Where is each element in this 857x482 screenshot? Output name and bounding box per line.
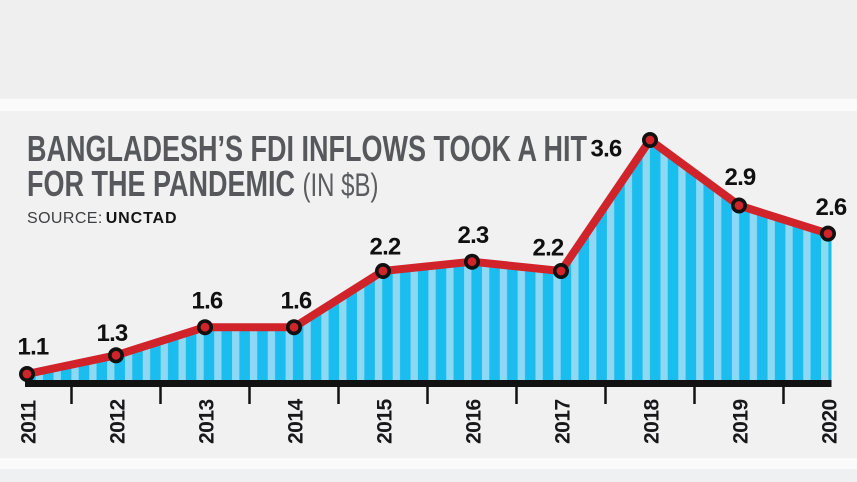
chart-title: BANGLADESH’S FDI INFLOWS TOOK A HIT FOR … (27, 131, 587, 203)
x-axis-line (25, 380, 832, 387)
chart-title-line2: FOR THE PANDEMIC (IN $B) (27, 166, 587, 203)
page-divider-bottom (0, 458, 857, 469)
data-point-marker (18, 365, 35, 382)
trend-line (23, 136, 832, 378)
data-point-marker (285, 319, 302, 336)
year-label: 2014 (285, 398, 308, 444)
value-label: 2.6 (816, 194, 847, 221)
year-label: 2020 (819, 399, 842, 444)
value-label: 2.2 (370, 234, 401, 261)
chart-title-line1: BANGLADESH’S FDI INFLOWS TOOK A HIT (27, 128, 587, 169)
data-point-marker (641, 132, 658, 149)
data-point-marker (730, 197, 747, 214)
year-label: 2017 (552, 399, 575, 444)
value-label: 2.2 (533, 235, 564, 262)
page-bottom-strip (0, 469, 857, 482)
value-label: 1.6 (281, 288, 312, 315)
data-point-marker (552, 262, 569, 279)
chart-title-line2-text: FOR THE PANDEMIC (27, 163, 295, 204)
year-label: 2019 (730, 399, 753, 444)
year-label: 2015 (374, 398, 397, 444)
value-label: 2.9 (725, 164, 756, 191)
year-label: 2012 (107, 399, 130, 444)
value-label: 2.3 (458, 222, 489, 249)
source-label: SOURCE: (27, 210, 103, 227)
data-point-marker (463, 253, 480, 270)
chart-source: SOURCE: UNCTAD (27, 210, 774, 228)
value-label: 3.6 (591, 136, 622, 163)
chart-header: BANGLADESH’S FDI INFLOWS TOOK A HIT FOR … (27, 131, 774, 228)
value-label: 1.1 (18, 334, 49, 361)
year-label: 2016 (463, 399, 486, 444)
area-fill (27, 140, 832, 384)
data-point-marker (819, 225, 836, 242)
data-point-marker (108, 347, 125, 364)
data-point-marker (374, 262, 391, 279)
page-top-strip (0, 0, 857, 99)
chart-title-unit: (IN $B) (302, 167, 379, 203)
source-value: UNCTAD (105, 210, 178, 227)
data-point-marker (197, 319, 214, 336)
chart-layers: 1.1 1.3 1.6 1.6 2.2 2.3 2.2 3.6 2.9 2.6 2011 2012 20… (18, 132, 848, 444)
year-label: 2013 (196, 399, 219, 444)
year-label: 2018 (641, 398, 664, 444)
value-label: 1.6 (192, 288, 223, 315)
value-label: 1.3 (97, 320, 128, 347)
page-divider-top (0, 99, 857, 111)
year-label: 2011 (18, 400, 41, 444)
